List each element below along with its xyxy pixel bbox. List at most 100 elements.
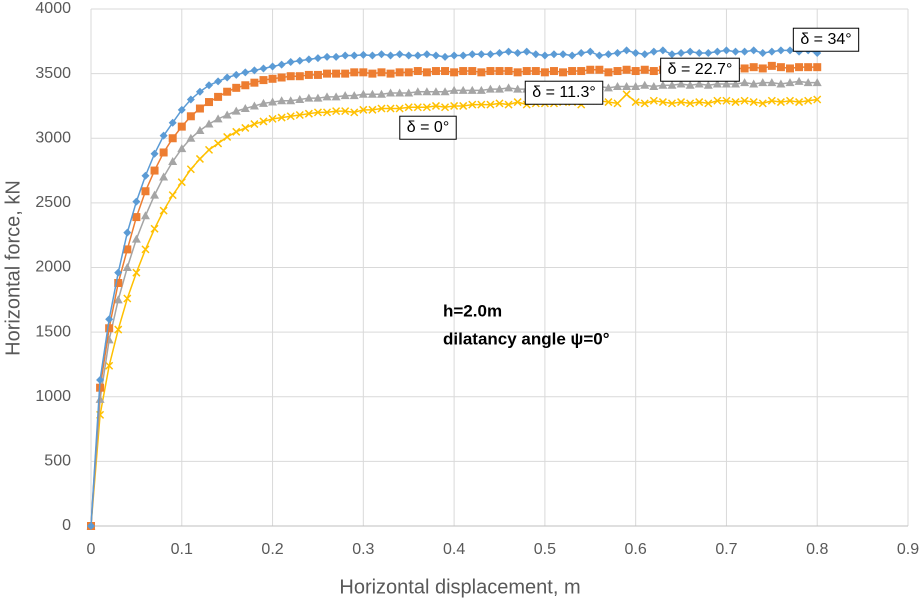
marker [667,99,677,108]
marker [595,51,604,60]
marker [222,110,232,119]
marker [313,70,322,79]
marker [694,79,704,88]
marker [740,78,750,87]
marker [758,78,768,87]
marker [686,99,695,108]
marker [377,68,386,77]
marker [286,57,295,66]
marker [767,78,777,87]
marker [404,88,414,97]
marker [232,127,241,136]
marker [268,74,277,83]
marker [486,100,495,109]
x-tick-label: 0.4 [443,541,465,558]
x-tick-label: 0.8 [806,541,828,558]
marker [122,263,132,271]
marker [604,68,613,77]
marker [141,245,150,254]
marker [559,68,568,77]
marker [767,47,776,56]
marker [214,139,223,148]
marker [159,148,168,157]
marker [613,82,623,91]
marker [804,63,813,72]
marker [531,50,540,59]
marker [386,51,395,60]
marker [431,67,440,76]
marker [177,178,186,187]
marker [640,50,649,59]
marker [459,101,468,110]
marker [722,46,731,55]
marker [740,47,749,56]
marker [413,87,423,96]
y-tick-label: 1000 [35,388,71,405]
series-label-box [524,80,604,105]
marker [114,268,123,277]
marker [341,107,350,116]
marker [140,211,150,220]
series-label: δ = 22.7° [668,61,733,78]
marker [458,85,468,94]
marker [676,79,686,88]
marker [141,187,150,196]
marker [450,51,459,60]
marker [813,63,822,72]
y-tick-label: 1500 [35,323,71,340]
marker [168,157,178,166]
marker [513,98,522,107]
series-label: δ = 0° [407,119,449,136]
marker [568,67,577,76]
marker [105,361,114,370]
marker [404,68,413,77]
marker [631,48,640,57]
marker [785,96,795,105]
marker [259,76,268,85]
marker [440,87,450,96]
marker [477,68,486,77]
marker [504,67,513,76]
marker [731,47,740,56]
marker [214,77,223,86]
marker [441,103,450,112]
marker [376,89,386,98]
marker [577,48,586,57]
marker [522,67,531,76]
marker [795,98,804,107]
marker [96,375,105,384]
marker [740,96,749,105]
marker [386,104,395,113]
marker [631,67,640,76]
marker [359,68,368,77]
y-tick-label: 3500 [35,65,71,82]
marker [658,46,667,55]
marker [640,99,649,108]
annotation: h=2.0m [443,301,502,320]
marker [767,96,776,105]
marker [758,48,767,57]
marker [485,84,495,93]
marker [368,69,377,78]
marker [540,51,549,60]
series-label: δ = 11.3° [532,84,596,101]
marker [640,80,650,89]
y-tick-label: 3000 [35,129,71,146]
marker [395,50,404,59]
marker [277,113,286,122]
marker [740,64,749,73]
marker [622,65,631,74]
marker [685,80,695,89]
marker [332,107,341,116]
series-label: δ = 34° [800,31,851,48]
marker [431,101,440,110]
marker [350,51,359,60]
marker [504,47,513,56]
marker [168,118,177,127]
x-tick-label: 0.1 [171,541,193,558]
x-tick-label: 0 [87,541,96,558]
marker [422,50,431,59]
marker [322,108,332,117]
